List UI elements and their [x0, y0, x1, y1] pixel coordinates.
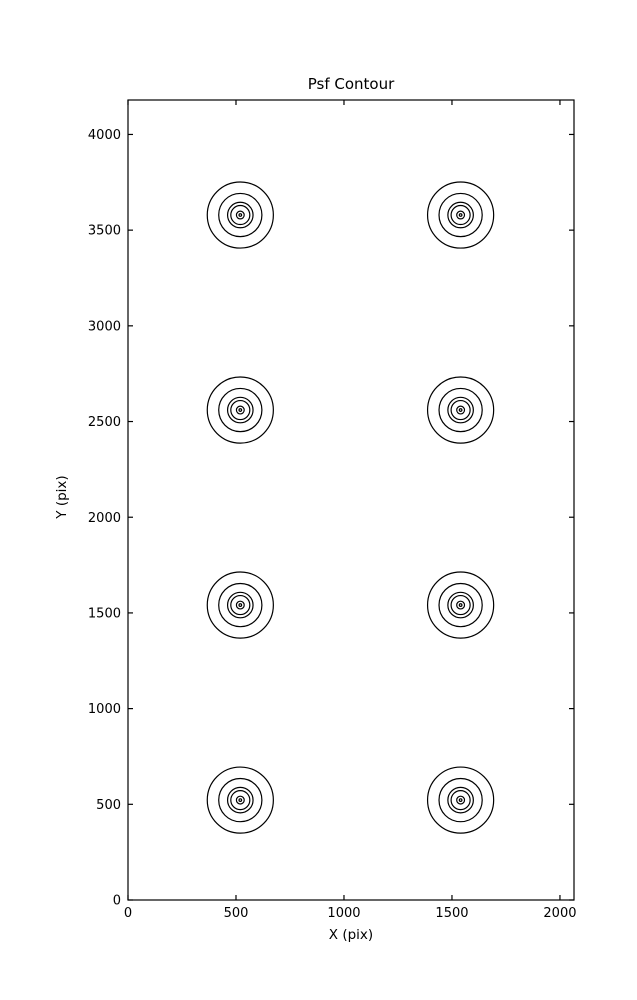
contour-ring — [438, 777, 483, 823]
contour-ring — [218, 582, 263, 628]
contour-ring — [447, 786, 474, 814]
contour-ring — [238, 603, 243, 607]
contour-ring — [230, 204, 251, 226]
contour-ring — [456, 405, 466, 415]
contour-ring — [206, 571, 274, 639]
y-tick-label: 3500 — [88, 224, 121, 239]
y-tick-label: 1500 — [88, 606, 121, 621]
contour-ring — [206, 766, 274, 834]
contour-cluster — [206, 766, 274, 834]
contour-cluster — [206, 376, 274, 444]
contour-ring — [230, 399, 251, 421]
x-tick-label: 2000 — [543, 906, 576, 921]
contour-ring — [226, 591, 254, 619]
contour-ring — [230, 594, 251, 616]
contour-ring — [206, 181, 274, 249]
contour-ring — [235, 405, 245, 415]
contour-ring — [218, 192, 263, 238]
contour-ring — [450, 594, 471, 616]
contour-ring — [458, 603, 463, 607]
x-axis-label: X (pix) — [328, 927, 374, 943]
contour-ring — [206, 376, 274, 444]
contour-ring — [458, 798, 463, 802]
contour-ring — [226, 396, 254, 424]
x-tick-label: 1000 — [327, 906, 360, 921]
y-tick-label: 0 — [113, 894, 121, 909]
contour-ring — [450, 789, 471, 811]
y-tick-label: 2500 — [88, 415, 121, 430]
contour-cluster — [426, 766, 495, 834]
y-tick-label: 3000 — [88, 319, 121, 334]
contour-ring — [458, 213, 463, 217]
contour-ring — [226, 201, 254, 229]
contour-ring — [235, 795, 245, 805]
plot-border — [127, 99, 575, 901]
contour-ring — [238, 408, 243, 412]
contour-ring — [456, 600, 466, 610]
contour-ring — [447, 396, 474, 424]
y-tick-label: 500 — [96, 798, 121, 813]
y-axis-label: Y (pix) — [54, 475, 70, 519]
contour-ring — [456, 795, 466, 805]
contour-ring — [426, 376, 495, 444]
plot-area — [128, 100, 574, 900]
contour-ring — [235, 210, 245, 220]
contour-ring — [238, 213, 243, 217]
contour-ring — [438, 192, 483, 238]
contour-ring — [438, 582, 483, 628]
contour-ring — [230, 789, 251, 811]
contour-ring — [450, 399, 471, 421]
contour-cluster — [426, 376, 495, 444]
y-tick-label: 2000 — [88, 511, 121, 526]
contour-cluster — [426, 181, 495, 249]
x-tick-label: 1500 — [435, 906, 468, 921]
contour-cluster — [206, 571, 274, 639]
contour-ring — [447, 201, 474, 229]
contour-ring — [426, 766, 495, 834]
y-tick-label: 1000 — [88, 702, 121, 717]
x-tick-label: 0 — [124, 906, 132, 921]
contour-ring — [456, 210, 466, 220]
contour-ring — [426, 571, 495, 639]
y-tick-label: 4000 — [88, 128, 121, 143]
contour-ring — [426, 181, 495, 249]
contour-ring — [447, 591, 474, 619]
contour-ring — [458, 408, 463, 412]
contour-cluster — [426, 571, 495, 639]
contour-ring — [438, 387, 483, 433]
contour-ring — [218, 387, 263, 433]
contour-ring — [238, 798, 243, 802]
contour-ring — [226, 786, 254, 814]
x-tick-label: 500 — [224, 906, 249, 921]
contour-ring — [235, 600, 245, 610]
contour-ring — [450, 204, 471, 226]
contour-ring — [218, 777, 263, 823]
contour-cluster — [206, 181, 274, 249]
chart-title: Psf Contour — [307, 75, 395, 93]
